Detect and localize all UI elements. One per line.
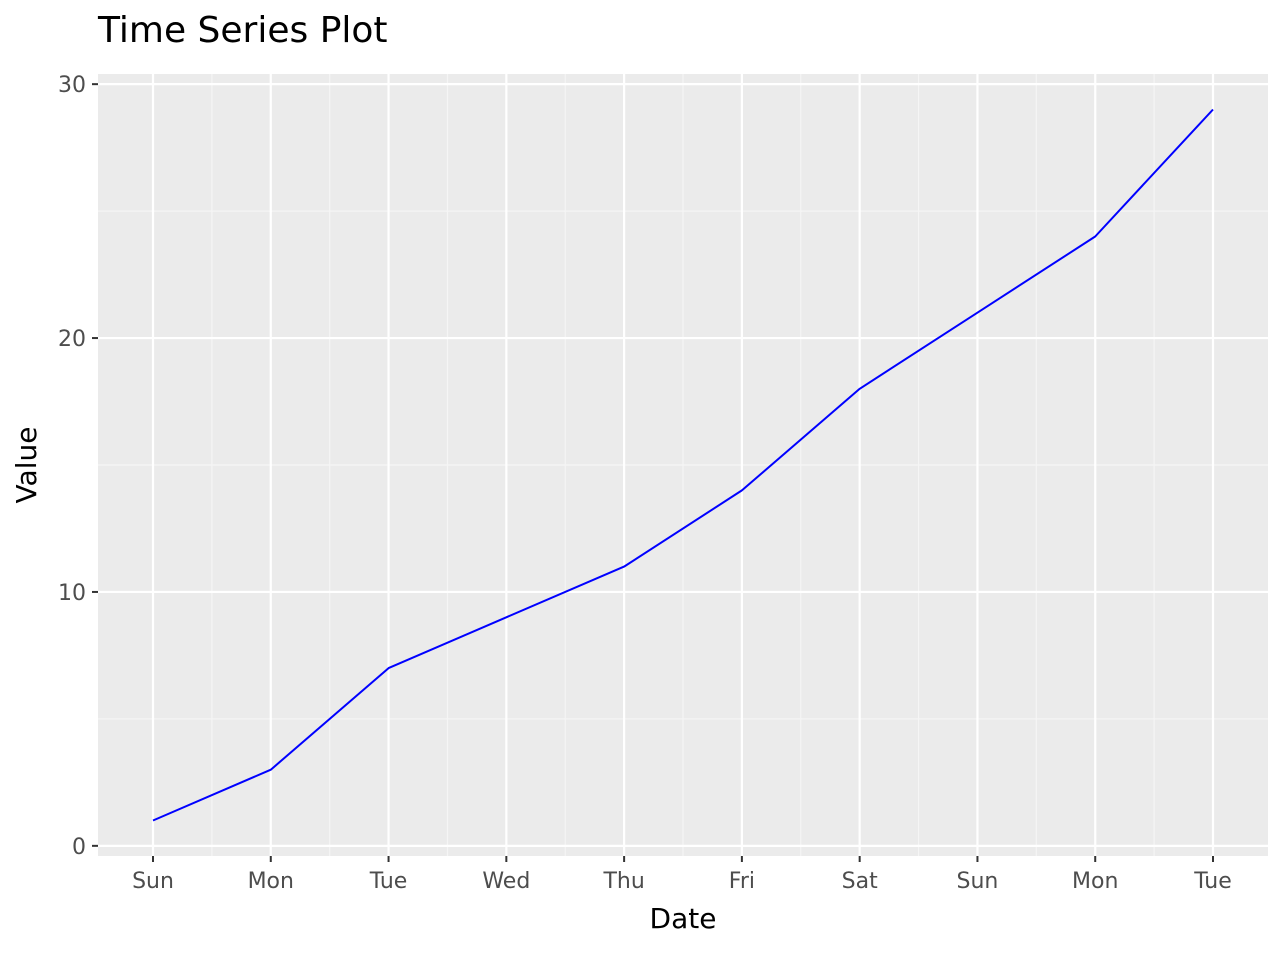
x-tick-label: Tue [369, 869, 408, 894]
chart-title: Time Series Plot [97, 10, 388, 51]
x-tick-label: Sun [957, 869, 999, 894]
y-axis-title: Value [10, 427, 43, 504]
x-tick-label: Mon [248, 869, 294, 894]
minor-gridlines [98, 74, 1268, 856]
x-tick-label: Sat [842, 869, 878, 894]
x-tick-label: Sun [132, 869, 174, 894]
x-tick-label: Tue [1193, 869, 1232, 894]
x-axis-title: Date [650, 902, 717, 935]
x-tick-label: Mon [1072, 869, 1118, 894]
y-tick-label: 10 [58, 581, 86, 606]
x-axis: Sun Mon Tue Wed Thu Fri Sat Sun Mon Tue [132, 856, 1232, 894]
y-axis: 0 10 20 30 [58, 73, 98, 860]
y-tick-label: 0 [72, 835, 86, 860]
y-tick-label: 30 [58, 73, 86, 98]
major-gridlines [98, 74, 1268, 856]
x-tick-label: Fri [729, 869, 755, 894]
series-layer [152, 108, 1214, 822]
x-tick-label: Wed [482, 869, 530, 894]
y-tick-label: 20 [58, 327, 86, 352]
x-tick-label: Thu [602, 869, 644, 894]
series-line [152, 108, 1214, 822]
